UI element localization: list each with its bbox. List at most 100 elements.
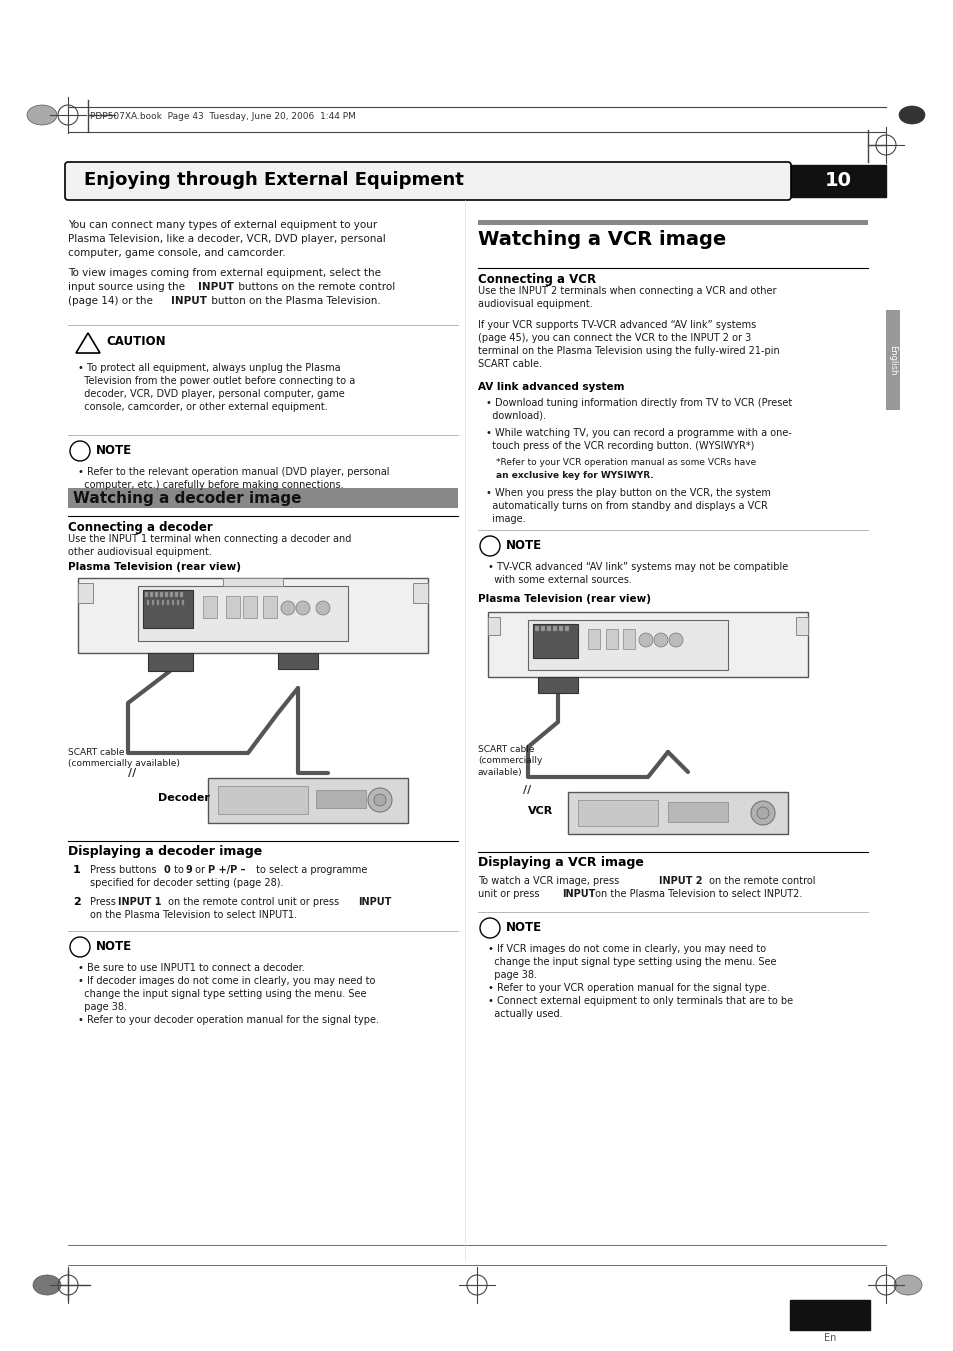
- Circle shape: [295, 601, 310, 615]
- Text: (page 45), you can connect the VCR to the INPUT 2 or 3: (page 45), you can connect the VCR to th…: [477, 332, 750, 343]
- Text: page 38.: page 38.: [488, 970, 537, 979]
- Text: touch press of the VCR recording button. (WYSIWYR*): touch press of the VCR recording button.…: [485, 440, 754, 451]
- Text: • Be sure to use INPUT1 to connect a decoder.: • Be sure to use INPUT1 to connect a dec…: [78, 963, 304, 973]
- Text: 0: 0: [164, 865, 171, 875]
- Text: Television from the power outlet before connecting to a: Television from the power outlet before …: [78, 376, 355, 386]
- Text: Watching a VCR image: Watching a VCR image: [477, 230, 725, 249]
- Bar: [477, 220, 867, 226]
- Text: CAUTION: CAUTION: [106, 335, 166, 349]
- Bar: [587, 630, 599, 648]
- Text: ✎: ✎: [75, 942, 85, 951]
- Text: Connecting a decoder: Connecting a decoder: [68, 521, 213, 534]
- Text: Connecting a VCR: Connecting a VCR: [477, 273, 596, 286]
- Text: specified for decoder setting (page 28).: specified for decoder setting (page 28).: [90, 878, 283, 888]
- Text: (page 14) or the: (page 14) or the: [68, 296, 156, 305]
- Text: SCART cable.: SCART cable.: [477, 359, 541, 369]
- Circle shape: [281, 601, 294, 615]
- Bar: [174, 592, 178, 597]
- Circle shape: [668, 634, 682, 647]
- Circle shape: [750, 801, 774, 825]
- Text: P +/P –: P +/P –: [208, 865, 245, 875]
- Bar: [170, 592, 172, 597]
- Text: //: //: [522, 785, 531, 794]
- Text: on the remote control: on the remote control: [705, 875, 815, 886]
- Text: image.: image.: [485, 513, 525, 524]
- Bar: [162, 600, 164, 605]
- Text: button on the Plasma Television.: button on the Plasma Television.: [208, 296, 380, 305]
- Text: • Refer to your VCR operation manual for the signal type.: • Refer to your VCR operation manual for…: [488, 984, 769, 993]
- Bar: [558, 626, 562, 631]
- Text: • While watching TV, you can record a programme with a one-: • While watching TV, you can record a pr…: [485, 428, 791, 438]
- Text: audiovisual equipment.: audiovisual equipment.: [477, 299, 592, 309]
- Polygon shape: [76, 332, 100, 353]
- Bar: [243, 596, 256, 617]
- Bar: [263, 596, 276, 617]
- Bar: [667, 802, 727, 821]
- Bar: [537, 677, 578, 693]
- Text: INPUT: INPUT: [171, 296, 207, 305]
- Text: 2: 2: [73, 897, 81, 907]
- Text: on the Plasma Television to select INPUT1.: on the Plasma Television to select INPUT…: [90, 911, 296, 920]
- Bar: [145, 592, 148, 597]
- Bar: [789, 165, 885, 197]
- Text: input source using the: input source using the: [68, 282, 188, 292]
- Text: Displaying a VCR image: Displaying a VCR image: [477, 857, 643, 869]
- Ellipse shape: [33, 1275, 61, 1296]
- Bar: [567, 792, 787, 834]
- Text: You can connect many types of external equipment to your: You can connect many types of external e…: [68, 220, 376, 230]
- Bar: [78, 578, 428, 653]
- Bar: [167, 600, 169, 605]
- Text: computer, etc.) carefully before making connections.: computer, etc.) carefully before making …: [78, 480, 343, 490]
- Text: on the remote control unit or press: on the remote control unit or press: [165, 897, 342, 907]
- Text: NOTE: NOTE: [96, 940, 132, 952]
- Ellipse shape: [898, 105, 924, 124]
- Bar: [535, 626, 538, 631]
- Bar: [68, 488, 457, 508]
- Bar: [533, 624, 578, 658]
- Bar: [157, 600, 159, 605]
- Bar: [180, 592, 183, 597]
- Bar: [160, 592, 163, 597]
- Text: 10: 10: [823, 172, 851, 190]
- Text: • If VCR images do not come in clearly, you may need to: • If VCR images do not come in clearly, …: [488, 944, 765, 954]
- Text: • Connect external equipment to only terminals that are to be: • Connect external equipment to only ter…: [488, 996, 792, 1006]
- Text: Plasma Television (rear view): Plasma Television (rear view): [68, 562, 241, 571]
- Bar: [795, 617, 807, 635]
- Text: 9: 9: [186, 865, 193, 875]
- Text: VCR: VCR: [527, 807, 553, 816]
- Text: 1: 1: [73, 865, 81, 875]
- Bar: [488, 617, 499, 635]
- Text: terminal on the Plasma Television using the fully-wired 21-pin: terminal on the Plasma Television using …: [477, 346, 779, 357]
- Text: NOTE: NOTE: [505, 921, 541, 934]
- Text: Press buttons: Press buttons: [90, 865, 159, 875]
- Text: SCART cable
(commercially
available): SCART cable (commercially available): [477, 744, 542, 777]
- Text: to select a programme: to select a programme: [253, 865, 367, 875]
- Circle shape: [757, 807, 768, 819]
- Text: • To protect all equipment, always unplug the Plasma: • To protect all equipment, always unplu…: [78, 363, 340, 373]
- Text: • If decoder images do not come in clearly, you may need to: • If decoder images do not come in clear…: [78, 975, 375, 986]
- Text: computer, game console, and camcorder.: computer, game console, and camcorder.: [68, 249, 285, 258]
- Text: ✎: ✎: [485, 540, 495, 550]
- Bar: [165, 592, 168, 597]
- Text: Press: Press: [90, 897, 119, 907]
- Text: NOTE: NOTE: [96, 444, 132, 457]
- Text: decoder, VCR, DVD player, personal computer, game: decoder, VCR, DVD player, personal compu…: [78, 389, 344, 399]
- Text: En: En: [823, 1333, 836, 1343]
- Text: INPUT: INPUT: [561, 889, 595, 898]
- Text: Enjoying through External Equipment: Enjoying through External Equipment: [84, 172, 463, 189]
- Text: • Refer to your decoder operation manual for the signal type.: • Refer to your decoder operation manual…: [78, 1015, 378, 1025]
- Text: • Download tuning information directly from TV to VCR (Preset: • Download tuning information directly f…: [485, 399, 791, 408]
- Text: or: or: [192, 865, 208, 875]
- Bar: [177, 600, 179, 605]
- Text: • TV-VCR advanced “AV link” systems may not be compatible: • TV-VCR advanced “AV link” systems may …: [488, 562, 787, 571]
- Bar: [152, 600, 153, 605]
- Text: English: English: [887, 345, 897, 376]
- Bar: [172, 600, 173, 605]
- Bar: [138, 586, 348, 640]
- Text: • Refer to the relevant operation manual (DVD player, personal: • Refer to the relevant operation manual…: [78, 467, 389, 477]
- Text: • When you press the play button on the VCR, the system: • When you press the play button on the …: [485, 488, 770, 499]
- Text: to: to: [171, 865, 187, 875]
- Text: with some external sources.: with some external sources.: [488, 576, 631, 585]
- Text: To view images coming from external equipment, select the: To view images coming from external equi…: [68, 267, 380, 278]
- Bar: [553, 626, 557, 631]
